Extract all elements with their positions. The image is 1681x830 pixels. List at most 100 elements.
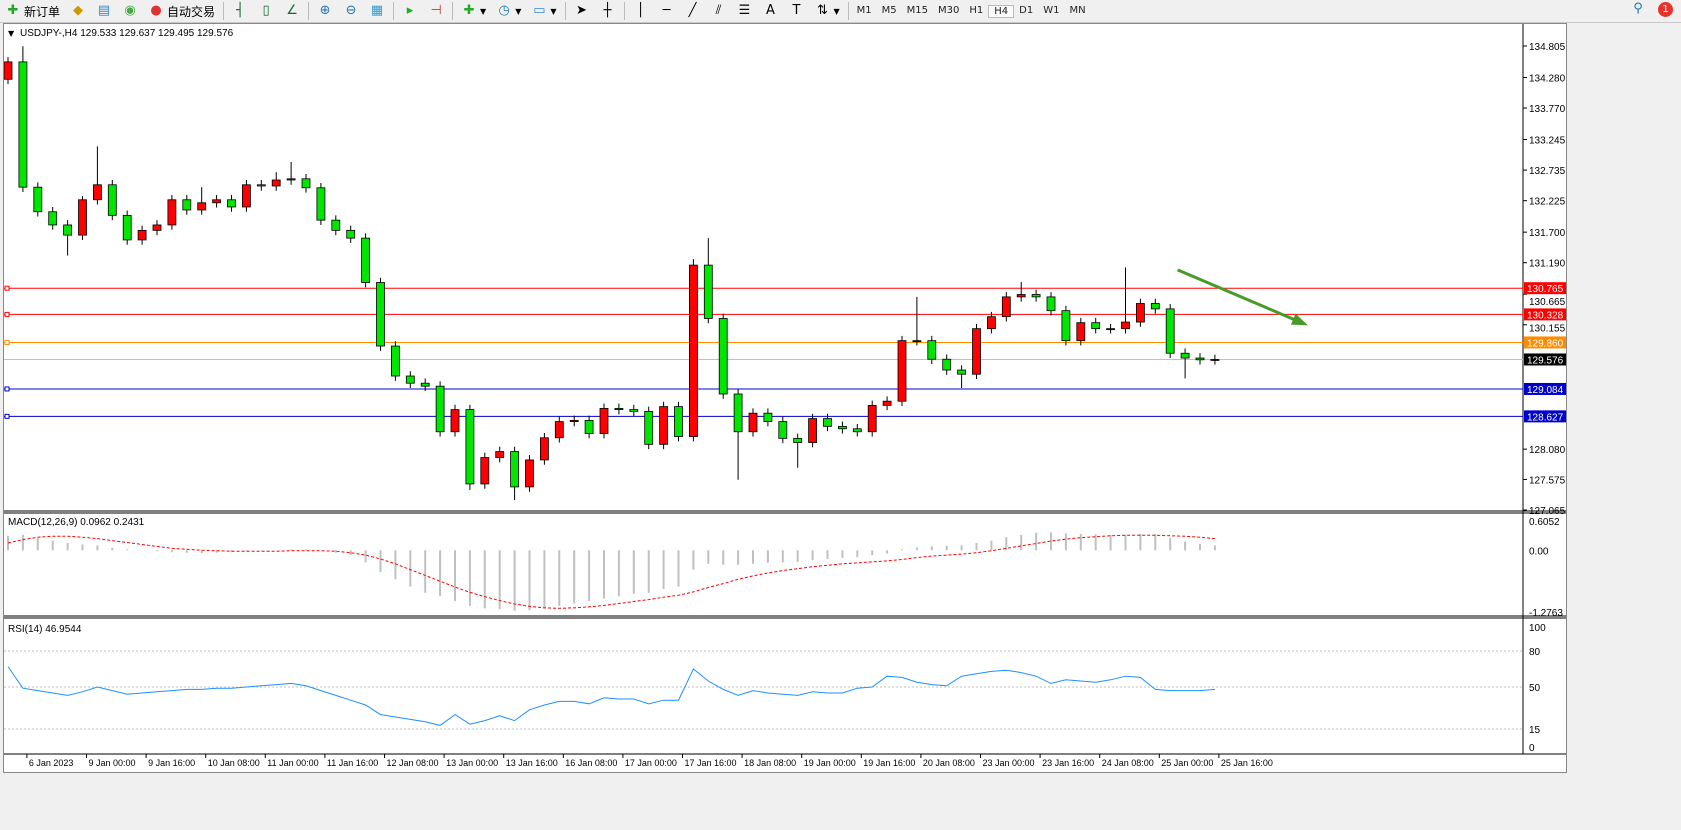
level-handle (4, 285, 10, 291)
candle-body (942, 358, 952, 371)
time-label: 12 Jan 08:00 (387, 758, 439, 768)
macd-tick-label: 0.6052 (1529, 517, 1560, 528)
macd-signal-line (7, 534, 1215, 609)
indicators-button[interactable]: ✚ ▼ (456, 1, 491, 21)
candle-body (78, 199, 87, 236)
candle-body (689, 264, 698, 437)
timeframe-h4[interactable]: H4 (988, 4, 1015, 18)
candle-body (1150, 303, 1160, 310)
text-label-tool[interactable]: T (784, 1, 810, 21)
candle-body (882, 400, 892, 406)
line-chart-button[interactable]: ∠ (279, 1, 305, 21)
candle-body (823, 418, 832, 427)
chart-header: USDJPY-,H4 129.533 129.637 129.495 129.5… (20, 28, 234, 39)
auto-scroll-button[interactable]: ▸ (397, 1, 423, 21)
candle-body (1195, 357, 1205, 361)
candle-body (331, 219, 341, 231)
candle-body (540, 437, 549, 461)
timeframe-w1[interactable]: W1 (1043, 4, 1060, 16)
candle-body (1121, 321, 1130, 330)
search-icon[interactable]: ⚲ (1633, 1, 1643, 16)
chart-shift-button[interactable]: ⊣ (423, 1, 449, 21)
signals-button[interactable]: ◉ (117, 1, 143, 21)
candle-body (63, 224, 72, 236)
zoom-in-button[interactable]: ⊕ (312, 1, 338, 21)
candle-body (361, 237, 371, 283)
toolbar: ✚ 新订单 ◆ ▤ ◉ ● 自动交易 ┤ ▯ ∠ ⊕ ⊖ ▦ ▸ ⊣ ✚ ▼ ◷ ▼ ▭… (0, 0, 1681, 23)
divider (223, 2, 225, 20)
folder-icon: ◆ (73, 3, 84, 18)
macd-tick-label: -1.2763 (1529, 608, 1563, 619)
new-order-button[interactable]: ✚ 新订单 (0, 1, 65, 21)
periods-button[interactable]: ◷ ▼ (491, 1, 526, 21)
text-tool[interactable]: A (758, 1, 784, 21)
level-handle (4, 386, 10, 392)
price-tick-label: 130.155 (1529, 323, 1566, 334)
trendline-icon: ╱ (688, 3, 697, 18)
level-price-badge (1524, 282, 1566, 295)
notification-badge[interactable]: 1 (1658, 1, 1673, 17)
candle-body (4, 61, 13, 80)
candle-body (1165, 308, 1175, 354)
time-label: 23 Jan 16:00 (1042, 758, 1094, 768)
level-handle (4, 413, 10, 419)
candle-body (748, 412, 758, 433)
horizontal-line-tool[interactable]: ─ (654, 1, 680, 21)
auto-scroll-icon: ▸ (406, 3, 414, 18)
fibonacci-tool[interactable]: ☰ (732, 1, 758, 21)
vertical-line-tool[interactable]: │ (628, 1, 654, 21)
timeframe-m30[interactable]: M30 (938, 4, 960, 16)
price-tick-label: 128.080 (1529, 445, 1566, 456)
terminal-button[interactable]: ▤ (91, 1, 117, 21)
time-label: 18 Jan 08:00 (744, 758, 796, 768)
cursor-tool[interactable]: ➤ (569, 1, 595, 21)
price-tick-label: 130.665 (1529, 297, 1566, 308)
channel-tool[interactable]: ⫽ (706, 1, 732, 21)
time-label: 16 Jan 08:00 (565, 758, 617, 768)
candle-body (107, 184, 117, 216)
candle-body (256, 184, 266, 187)
rsi-tick-label: 80 (1529, 647, 1541, 658)
chart-canvas[interactable]: ▼ USDJPY-,H4 129.533 129.637 129.495 129.… (4, 24, 1566, 772)
timeframe-m1[interactable]: M1 (856, 4, 872, 16)
arrows-icon: ⇅ (817, 3, 828, 18)
arrow-head-icon (1290, 313, 1308, 326)
bar-chart-button[interactable]: ┤ (227, 1, 253, 21)
chart-window[interactable]: ▼ USDJPY-,H4 129.533 129.637 129.495 129.… (3, 23, 1567, 773)
candle-body (674, 406, 683, 437)
macd-label: MACD(12,26,9) 0.0962 0.2431 (8, 517, 145, 528)
timeframe-h1[interactable]: H1 (969, 4, 984, 16)
rsi-label: RSI(14) 46.9544 (8, 624, 82, 635)
candle-body (33, 186, 43, 213)
crosshair-tool[interactable]: ┼ (595, 1, 621, 21)
timeframe-d1[interactable]: D1 (1019, 4, 1034, 16)
candle-body (465, 409, 475, 485)
candle-body (525, 459, 534, 488)
candle-body (629, 409, 639, 412)
zoom-in-icon: ⊕ (319, 3, 331, 18)
line-chart-icon: ∠ (286, 3, 298, 18)
candlestick-button[interactable]: ▯ (253, 1, 279, 21)
candle-body (227, 199, 236, 208)
navigator-button[interactable]: ◆ (65, 1, 91, 21)
signal-icon: ◉ (124, 3, 136, 18)
templates-button[interactable]: ▭ ▼ (526, 1, 561, 21)
candle-body (1180, 352, 1190, 359)
timeframe-mn[interactable]: MN (1069, 4, 1086, 16)
timeframe-m15[interactable]: M15 (906, 4, 929, 16)
candle-body (197, 202, 207, 211)
timeframe-m5[interactable]: M5 (881, 4, 897, 16)
candle-body (1016, 294, 1026, 298)
arrows-tool[interactable]: ⇅ ▼ (810, 1, 845, 21)
price-tick-label: 134.805 (1529, 42, 1566, 53)
zoom-out-button[interactable]: ⊖ (338, 1, 364, 21)
trendline-tool[interactable]: ╱ (680, 1, 706, 21)
chart-shift-icon: ⊣ (430, 3, 442, 18)
chevron-down-icon: ▼ (550, 6, 557, 16)
price-tick-label: 131.700 (1529, 228, 1566, 239)
candle-body (897, 340, 907, 402)
auto-trading-button[interactable]: ● 自动交易 (143, 1, 220, 21)
rsi-tick-label: 0 (1529, 743, 1535, 754)
tile-windows-button[interactable]: ▦ (364, 1, 390, 21)
price-tick-label: 132.225 (1529, 197, 1566, 208)
